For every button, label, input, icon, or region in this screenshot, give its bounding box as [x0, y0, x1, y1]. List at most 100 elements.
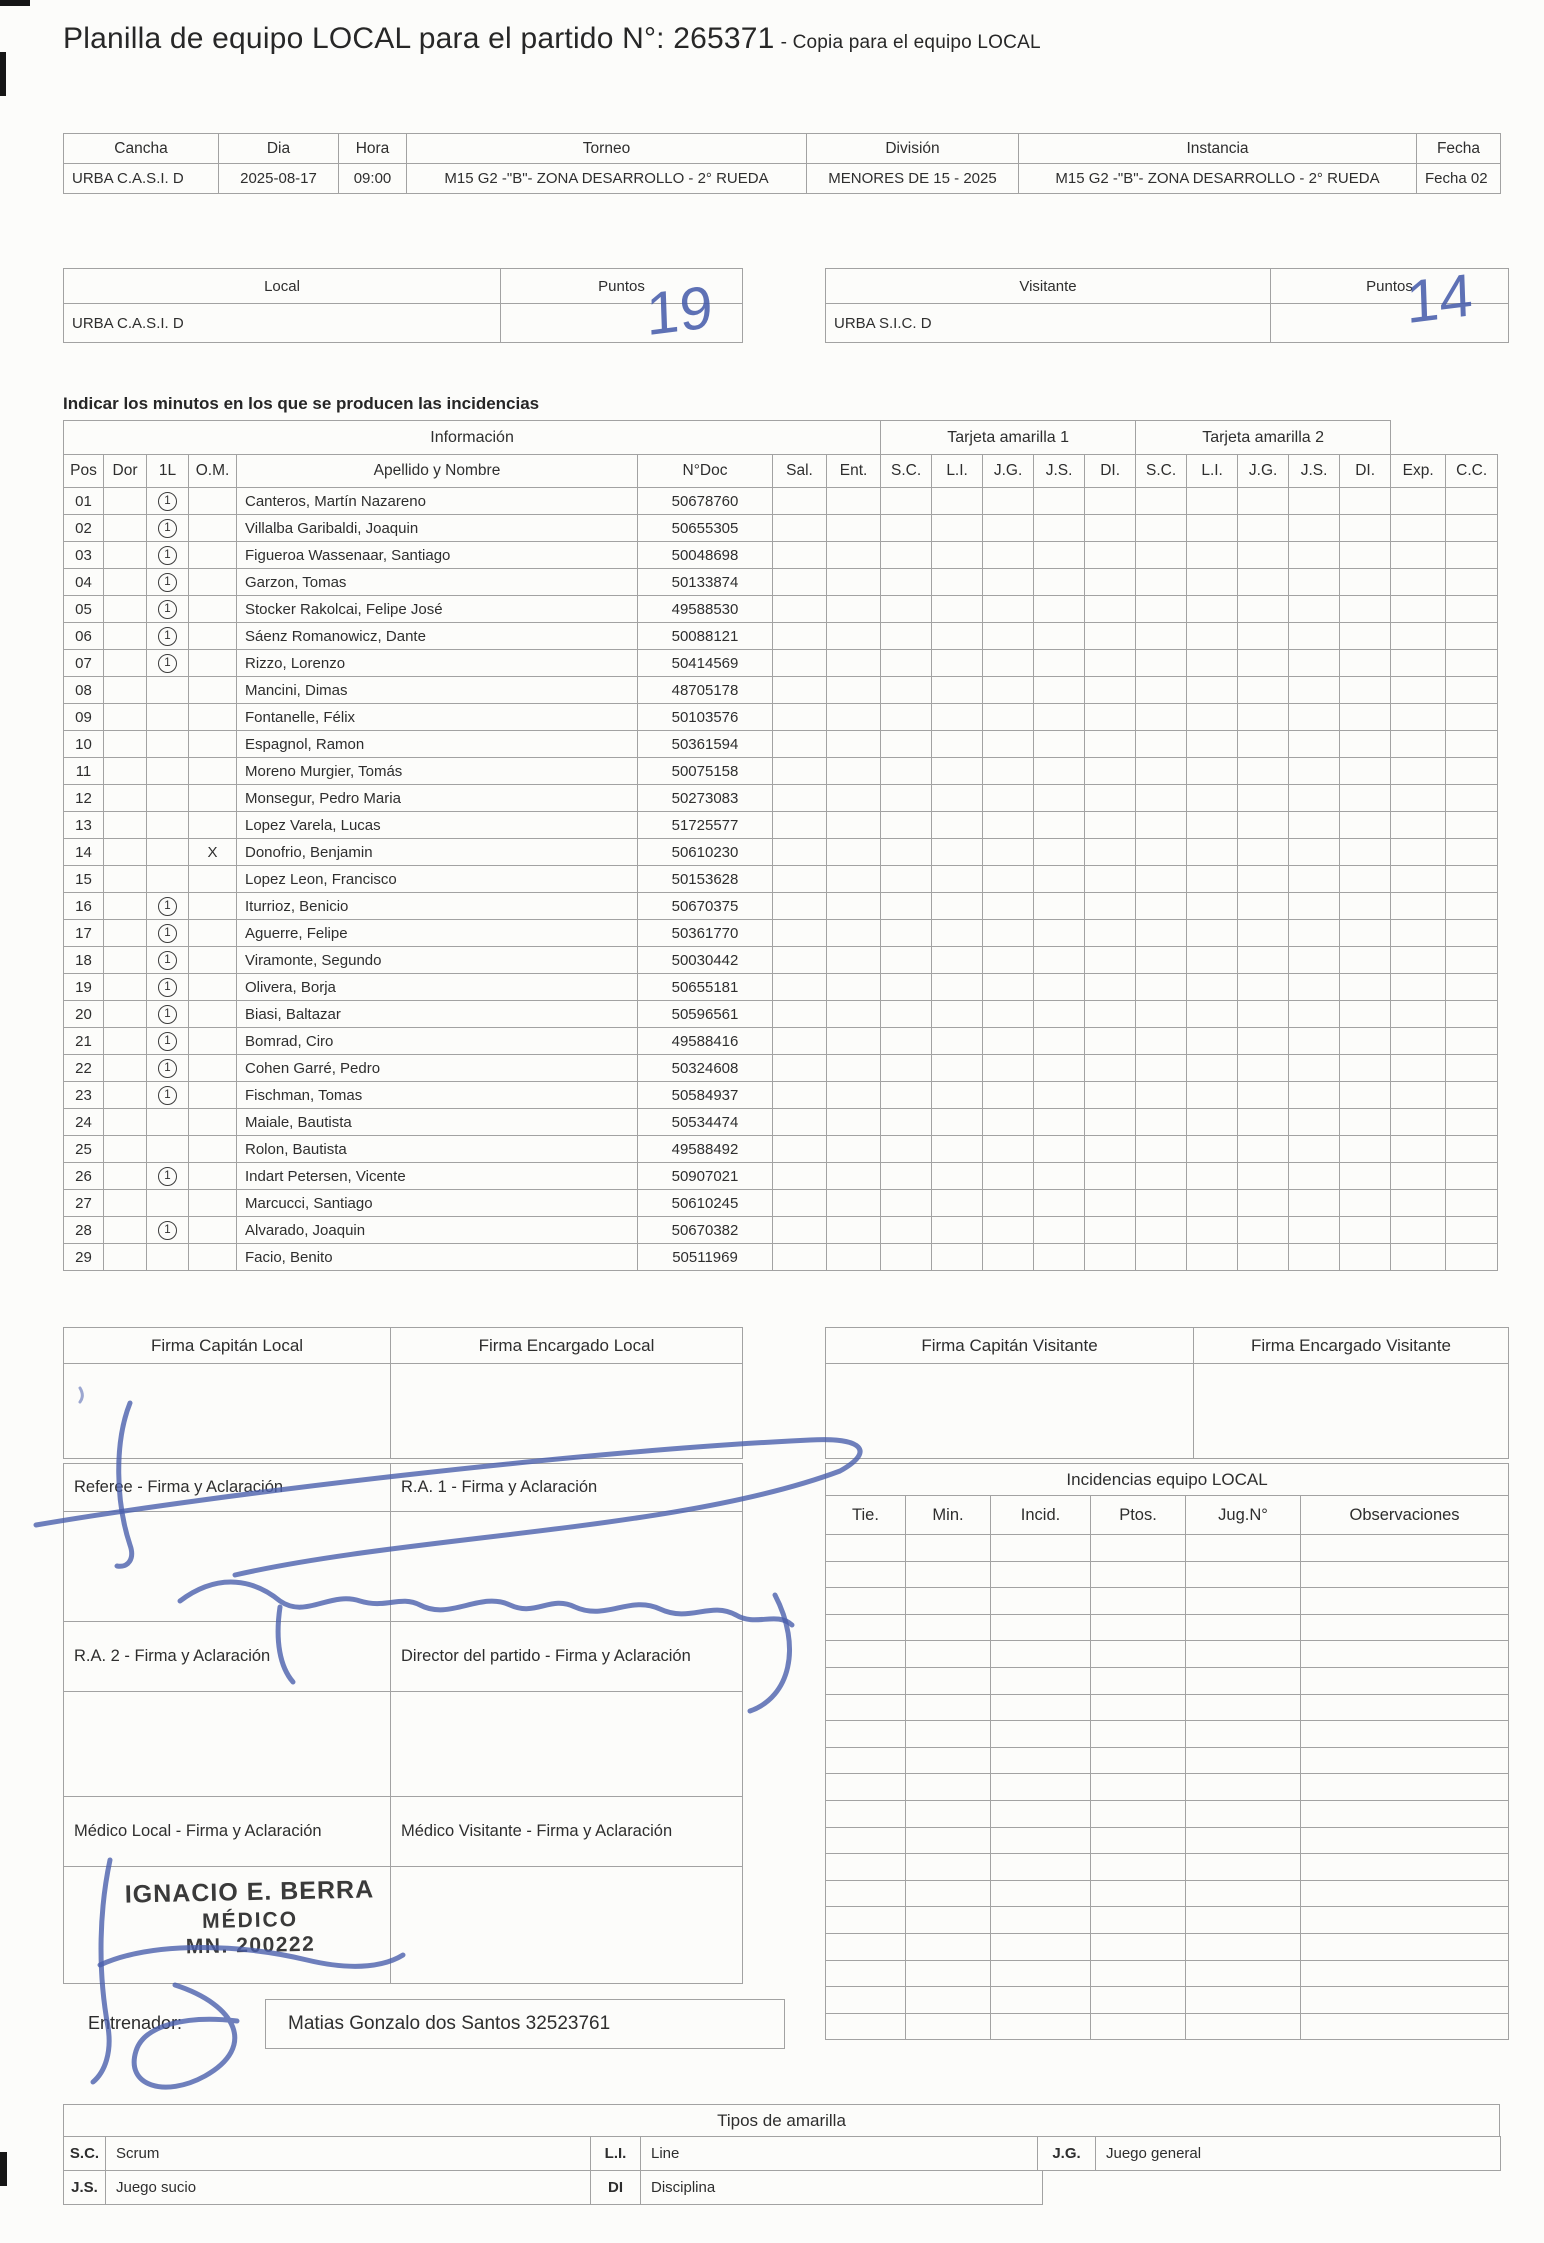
player-doc: 49588416 — [637, 1027, 773, 1055]
player-empty-cell — [880, 1135, 933, 1163]
player-empty-cell — [1084, 703, 1137, 731]
roster-column-header: Sal. — [772, 454, 827, 488]
player-empty-cell — [1288, 1243, 1341, 1271]
player-name: Lopez Leon, Francisco — [236, 865, 638, 893]
player-doc: 50153628 — [637, 865, 773, 893]
player-doc: 50610230 — [637, 838, 773, 866]
player-empty-cell — [1445, 1108, 1499, 1136]
player-name: Maiale, Bautista — [236, 1108, 638, 1136]
incidents-title: Incidencias equipo LOCAL — [824, 1463, 1510, 1496]
player-empty-cell — [1339, 892, 1392, 920]
player-empty-cell — [1339, 1108, 1392, 1136]
player-empty-cell — [880, 892, 933, 920]
incidents-column-header: Incid. — [990, 1495, 1091, 1535]
player-row: 09 Fontanelle, Félix 50103576 — [63, 703, 1499, 731]
player-empty-cell — [1084, 973, 1137, 1001]
incidents-empty-cell — [905, 1959, 991, 1988]
player-empty-cell — [1186, 1189, 1239, 1217]
incidents-empty-row — [825, 1799, 1510, 1828]
player-empty-cell — [1135, 568, 1188, 596]
player-empty-cell — [931, 1081, 984, 1109]
player-doc: 50030442 — [637, 946, 773, 974]
player-om — [188, 1054, 237, 1082]
player-row: 26 1 Indart Petersen, Vicente 50907021 — [63, 1162, 1499, 1190]
player-name: Fischman, Tomas — [236, 1081, 638, 1109]
player-empty-cell — [1390, 514, 1447, 542]
player-pos: 03 — [63, 541, 104, 569]
yellow-types-row: J.S. Juego sucio DI Disciplina — [63, 2170, 1043, 2205]
incidents-empty-cell — [905, 1906, 991, 1934]
player-om — [188, 973, 237, 1001]
player-empty-cell — [1084, 1216, 1137, 1244]
player-empty-cell — [1135, 514, 1188, 542]
player-empty-cell — [1084, 757, 1137, 785]
incidents-empty-cell — [1185, 1959, 1301, 1988]
player-empty-cell — [1237, 514, 1290, 542]
player-om — [188, 946, 237, 974]
player-empty-cell — [1390, 1216, 1447, 1244]
player-om — [188, 1135, 237, 1163]
player-empty-cell — [825, 676, 882, 704]
player-empty-cell — [1033, 784, 1086, 812]
player-pos: 22 — [63, 1054, 104, 1082]
player-empty-cell — [1135, 784, 1188, 812]
incidents-empty-cell — [1090, 1720, 1186, 1748]
player-empty-cell — [1390, 838, 1447, 866]
incidents-empty-cell — [1299, 1746, 1510, 1775]
player-om — [188, 703, 237, 731]
player-empty-cell — [1186, 595, 1239, 623]
incidents-empty-row — [825, 2012, 1510, 2041]
player-empty-cell — [880, 1189, 933, 1217]
player-empty-cell — [772, 1243, 827, 1271]
incidents-empty-cell — [825, 1693, 906, 1722]
player-empty-cell — [1288, 919, 1341, 947]
roster-column-header: O.M. — [188, 454, 237, 488]
incidents-empty-cell — [1185, 1932, 1301, 1961]
player-empty-cell — [1445, 514, 1499, 542]
yellow-type-code: DI — [590, 2170, 641, 2205]
player-first-license — [146, 1189, 189, 1217]
player-empty-cell — [1186, 1108, 1239, 1136]
incidents-empty-row — [825, 1906, 1510, 1934]
roster-column-header: J.G. — [982, 454, 1035, 488]
player-empty-cell — [931, 757, 984, 785]
player-first-license: 1 — [146, 1216, 189, 1244]
player-empty-cell — [1186, 1162, 1239, 1190]
player-empty-cell — [931, 1054, 984, 1082]
player-empty-cell — [1390, 1243, 1447, 1271]
player-row: 11 Moreno Murgier, Tomás 50075158 — [63, 757, 1499, 785]
player-empty-cell — [825, 514, 882, 542]
player-empty-cell — [931, 514, 984, 542]
player-empty-cell — [1135, 487, 1188, 515]
player-empty-cell — [931, 487, 984, 515]
player-empty-cell — [1445, 919, 1499, 947]
player-empty-cell — [880, 865, 933, 893]
player-row: 17 1 Aguerre, Felipe 50361770 — [63, 919, 1499, 947]
player-doc: 49588492 — [637, 1135, 773, 1163]
player-doc: 50610245 — [637, 1189, 773, 1217]
player-empty-cell — [1033, 703, 1086, 731]
incidents-empty-cell — [905, 1986, 991, 2014]
player-doc: 50655181 — [637, 973, 773, 1001]
match-info-header: Instancia — [1018, 133, 1417, 164]
player-om — [188, 919, 237, 947]
player-dorsal — [103, 1000, 147, 1028]
incidents-empty-cell — [1090, 1746, 1186, 1775]
player-dorsal — [103, 1108, 147, 1136]
player-empty-cell — [1186, 1081, 1239, 1109]
incidents-empty-cell — [990, 1959, 1091, 1988]
player-empty-cell — [1135, 541, 1188, 569]
player-om — [188, 1162, 237, 1190]
player-doc: 50088121 — [637, 622, 773, 650]
player-empty-cell — [1186, 514, 1239, 542]
incidents-empty-cell — [990, 1534, 1091, 1562]
local-points-cell — [500, 303, 743, 343]
incidents-empty-cell — [825, 1932, 906, 1961]
player-empty-cell — [931, 811, 984, 839]
match-info-header: Dia — [218, 133, 339, 164]
player-empty-cell — [1084, 946, 1137, 974]
player-empty-cell — [1186, 730, 1239, 758]
player-empty-cell — [1033, 1189, 1086, 1217]
group-header-informacion: Información — [62, 420, 882, 455]
player-row: 25 Rolon, Bautista 49588492 — [63, 1135, 1499, 1163]
